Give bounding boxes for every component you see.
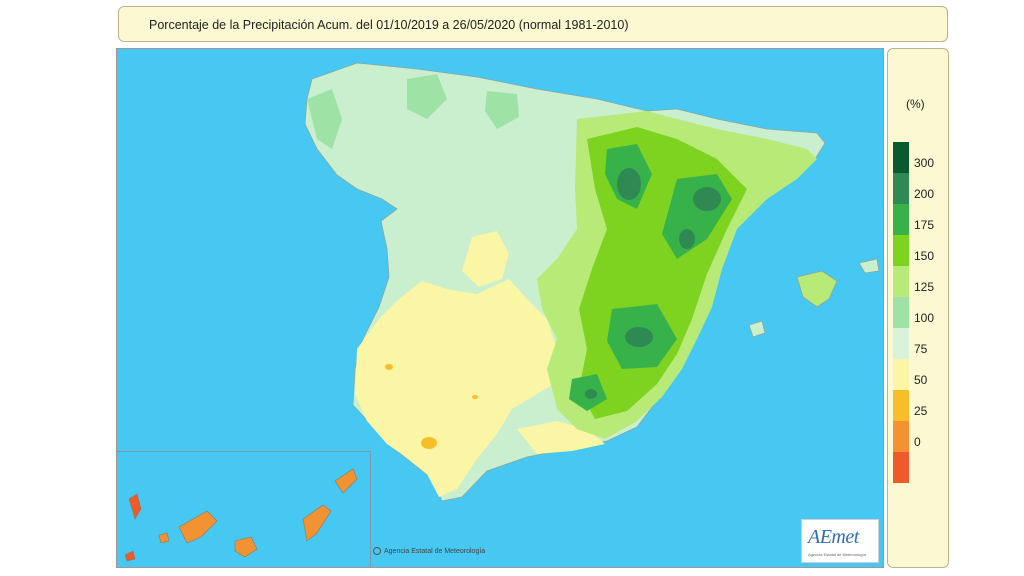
credit-text: Agencia Estatal de Meteorología	[384, 547, 486, 555]
legend-label: 75	[914, 342, 928, 356]
legend-label: 150	[914, 249, 935, 263]
legend-swatch	[893, 452, 909, 483]
island-lanzarote	[334, 468, 358, 494]
legend-swatch	[893, 390, 909, 421]
legend-label: 125	[914, 280, 935, 294]
canary-inset-frame	[117, 451, 371, 567]
island-la-gomera	[158, 532, 170, 544]
title-bar: Porcentaje de la Precipitación Acum. del…	[118, 6, 948, 42]
legend-label: 300	[914, 156, 935, 170]
logo-text: AEmet	[808, 526, 859, 548]
island-gran-canaria	[234, 536, 258, 558]
legend-swatch	[893, 359, 909, 390]
legend-swatch	[893, 235, 909, 266]
map-title: Porcentaje de la Precipitación Acum. del…	[149, 18, 629, 32]
legend-label: 50	[914, 373, 928, 387]
zone-yellow-southwest	[355, 279, 562, 497]
zone-orange-huelva	[421, 437, 437, 449]
legend-label: 175	[914, 218, 935, 232]
precipitation-map: Agencia Estatal de Meteorología AEmet Ag…	[116, 48, 884, 568]
island-ibiza	[748, 320, 766, 338]
zone-green-basque	[485, 91, 519, 129]
legend-swatch	[893, 421, 909, 452]
island-menorca	[858, 258, 880, 274]
island-tenerife	[178, 510, 218, 544]
copyright-icon	[373, 547, 381, 555]
island-el-hierro	[124, 550, 136, 562]
zone-dark-castellon	[693, 187, 721, 211]
legend-swatch	[893, 297, 909, 328]
logo-subtitle: Agencia Estatal de Meteorología	[808, 552, 866, 557]
legend-swatch	[893, 266, 909, 297]
zone-yellow-center	[462, 231, 509, 287]
canary-islands	[124, 468, 358, 562]
island-mallorca	[796, 270, 838, 308]
legend-swatch	[893, 142, 909, 173]
zone-green-cantabria	[407, 74, 447, 119]
zone-green-galicia	[307, 89, 342, 149]
legend-label: 0	[914, 435, 921, 449]
island-la-palma	[128, 493, 142, 520]
credit-line: Agencia Estatal de Meteorología	[373, 547, 485, 555]
zone-dark-alicante	[625, 327, 653, 347]
legend-panel: (%) 300 200 175 150 125 100 75 50 25 0	[887, 48, 949, 568]
aemet-logo: AEmet Agencia Estatal de Meteorología	[801, 519, 879, 563]
legend-label: 100	[914, 311, 935, 325]
map-svg	[124, 62, 880, 562]
zone-orange-spot-2	[472, 395, 478, 399]
zone-dark-murcia	[585, 389, 597, 399]
legend-swatch	[893, 173, 909, 204]
legend-swatch	[893, 328, 909, 359]
legend-swatch	[893, 204, 909, 235]
zone-dark-valencia	[679, 229, 695, 249]
island-fuerteventura	[302, 504, 332, 542]
legend-label: 200	[914, 187, 935, 201]
zone-dark-teruel	[617, 168, 641, 200]
legend-label: 25	[914, 404, 928, 418]
zone-orange-spot	[385, 364, 393, 370]
legend-unit: (%)	[906, 97, 925, 111]
